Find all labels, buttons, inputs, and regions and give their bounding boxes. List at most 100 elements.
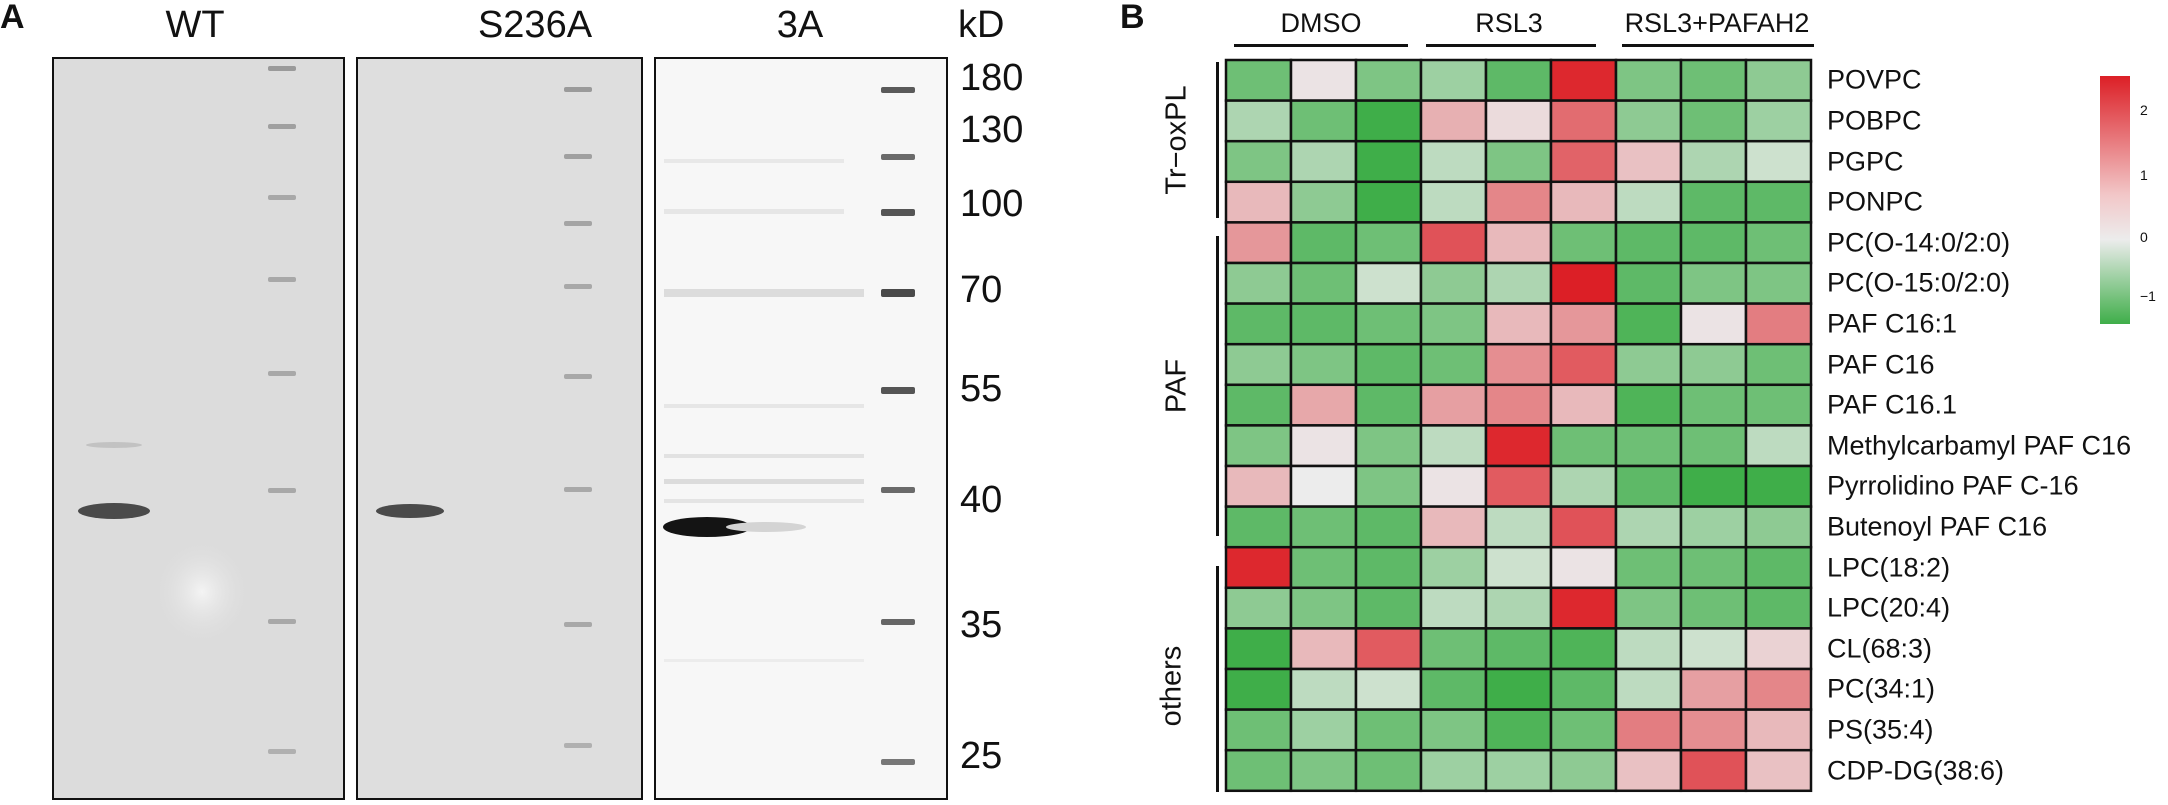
legend-tick-1: 1 — [2140, 167, 2148, 183]
group-label-rsl3-pafah2: RSL3+PAFAH2 — [1624, 8, 1810, 38]
heatmap-cell — [1224, 627, 1293, 671]
heatmap-grid — [1224, 58, 1814, 805]
heatmap-cell — [1744, 424, 1813, 468]
heatmap-cell — [1419, 505, 1488, 549]
heatmap-cell — [1679, 748, 1748, 793]
heatmap-cell — [1614, 221, 1683, 265]
heatmap-cell — [1614, 99, 1683, 143]
heatmap-cell — [1614, 708, 1683, 752]
heatmap-cell — [1744, 667, 1813, 711]
heatmap-cell — [1419, 221, 1488, 265]
category-bracket-troxpl — [1216, 62, 1219, 218]
heatmap-cell — [1224, 261, 1293, 305]
group-bracket-rsl3 — [1426, 44, 1596, 47]
heatmap-cell — [1744, 586, 1813, 630]
marker-label-35: 35 — [960, 604, 1003, 646]
heatmap-cell — [1614, 545, 1683, 590]
heatmap-cell — [1289, 261, 1358, 305]
heatmap-cell — [1289, 139, 1358, 184]
heatmap-cell — [1224, 302, 1293, 346]
heatmap-cell — [1419, 708, 1488, 752]
heatmap-cell — [1679, 545, 1748, 590]
heatmap-cell — [1679, 221, 1748, 265]
heatmap-cell — [1289, 627, 1358, 671]
heatmap-cell — [1484, 627, 1553, 671]
heatmap-cell — [1419, 261, 1488, 305]
row-label: LPC(20:4) — [1827, 592, 1951, 623]
heatmap-cell — [1224, 221, 1293, 265]
heatmap-cell — [1484, 667, 1553, 711]
heatmap-cell — [1224, 58, 1293, 102]
heatmap-cell — [1419, 627, 1488, 671]
heatmap-cell — [1419, 586, 1488, 630]
gel-3a-bands — [663, 87, 915, 765]
row-label: PS(35:4) — [1827, 714, 1934, 745]
protein-band-s236a — [376, 504, 444, 518]
heatmap-cell — [1354, 58, 1423, 102]
marker-label-130: 130 — [960, 109, 1024, 151]
heatmap-cell — [1549, 667, 1618, 711]
row-label: POVPC — [1827, 64, 1922, 95]
heatmap-cell — [1289, 383, 1358, 427]
heatmap-cell — [1549, 464, 1618, 508]
heatmap-cell — [1614, 667, 1683, 711]
heatmap-cell — [1744, 302, 1813, 346]
heatmap-cell — [1744, 58, 1813, 102]
row-label: POBPC — [1827, 105, 1922, 136]
heatmap-cell — [1484, 261, 1553, 305]
heatmap-cell — [1354, 748, 1423, 793]
heatmap-cell — [1354, 505, 1423, 549]
heatmap-cell — [1614, 302, 1683, 346]
heatmap-cell — [1549, 627, 1618, 671]
protein-band-3a — [663, 517, 751, 537]
heatmap-cell — [1419, 748, 1488, 793]
heatmap-cell — [1744, 748, 1813, 793]
marker-label-70: 70 — [960, 269, 1003, 311]
gel-image-s236a — [356, 57, 643, 800]
heatmap-cell — [1679, 586, 1748, 630]
gel-wt-bands — [78, 66, 296, 754]
group-label-rsl3: RSL3 — [1475, 8, 1543, 38]
heatmap-cell — [1484, 708, 1553, 752]
heatmap-cell — [1224, 708, 1293, 752]
heatmap-cell — [1614, 627, 1683, 671]
legend-tick-2: 2 — [2140, 102, 2148, 118]
heatmap-cell — [1679, 627, 1748, 671]
heatmap-cell — [1484, 748, 1553, 793]
heatmap-cell — [1679, 342, 1748, 387]
heatmap-cell — [1549, 302, 1618, 346]
heatmap-cell — [1354, 627, 1423, 671]
lane-title-s236a: S236A — [477, 4, 593, 46]
heatmap-cell — [1224, 586, 1293, 630]
row-label: CL(68:3) — [1827, 633, 1933, 664]
heatmap-cell — [1614, 424, 1683, 468]
heatmap-cell — [1679, 139, 1748, 184]
row-label: PAF C16:1 — [1827, 308, 1958, 339]
heatmap-cell — [1679, 505, 1748, 549]
heatmap-cell — [1354, 221, 1423, 265]
marker-label-100: 100 — [960, 183, 1024, 225]
heatmap-cell — [1484, 99, 1553, 143]
heatmap-cell — [1484, 545, 1553, 590]
row-label: CDP-DG(38:6) — [1827, 755, 2005, 785]
heatmap-cell — [1224, 748, 1293, 793]
heatmap-cell — [1289, 424, 1358, 468]
heatmap-cell — [1484, 505, 1553, 549]
marker-label-55: 55 — [960, 368, 1003, 410]
heatmap-cell — [1679, 667, 1748, 711]
heatmap-cell — [1549, 180, 1618, 224]
heatmap-cell — [1549, 99, 1618, 143]
heatmap-cell — [1484, 180, 1553, 224]
heatmap-cell — [1289, 180, 1358, 224]
heatmap-cell — [1744, 464, 1813, 508]
heatmap-cell — [1484, 139, 1553, 184]
heatmap-cell — [1354, 99, 1423, 143]
heatmap-cell — [1679, 464, 1748, 508]
lane-title-3a: 3A — [776, 4, 824, 46]
row-label: PGPC — [1827, 146, 1904, 176]
heatmap-cell — [1224, 464, 1293, 508]
heatmap-cell — [1224, 99, 1293, 143]
heatmap-cell — [1614, 342, 1683, 387]
heatmap-cell — [1224, 667, 1293, 711]
legend-tick-0: 0 — [2140, 229, 2148, 245]
